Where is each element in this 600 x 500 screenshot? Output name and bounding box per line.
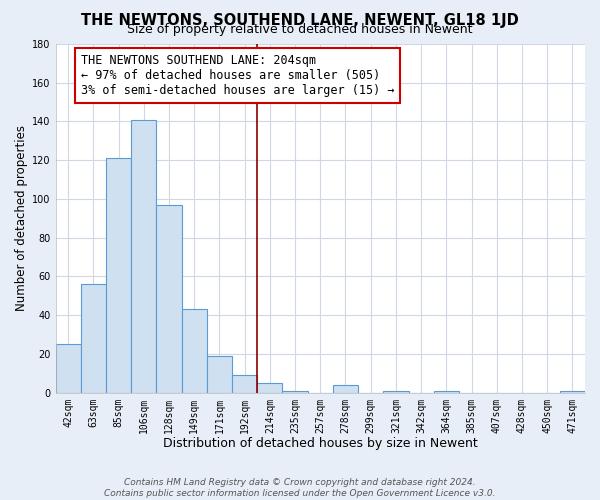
Bar: [56, 344, 81, 393]
Bar: [131, 120, 157, 392]
Text: Contains HM Land Registry data © Crown copyright and database right 2024.
Contai: Contains HM Land Registry data © Crown c…: [104, 478, 496, 498]
Bar: [207, 356, 232, 393]
Bar: [560, 391, 585, 392]
Y-axis label: Number of detached properties: Number of detached properties: [15, 126, 28, 312]
Bar: [283, 391, 308, 392]
Bar: [257, 383, 283, 392]
Bar: [383, 391, 409, 392]
Bar: [182, 310, 207, 392]
Bar: [232, 376, 257, 392]
Text: Size of property relative to detached houses in Newent: Size of property relative to detached ho…: [127, 22, 473, 36]
Bar: [81, 284, 106, 393]
Bar: [434, 391, 459, 392]
X-axis label: Distribution of detached houses by size in Newent: Distribution of detached houses by size …: [163, 437, 478, 450]
Bar: [106, 158, 131, 392]
Text: THE NEWTONS SOUTHEND LANE: 204sqm
← 97% of detached houses are smaller (505)
3% : THE NEWTONS SOUTHEND LANE: 204sqm ← 97% …: [81, 54, 394, 96]
Bar: [157, 205, 182, 392]
Text: THE NEWTONS, SOUTHEND LANE, NEWENT, GL18 1JD: THE NEWTONS, SOUTHEND LANE, NEWENT, GL18…: [81, 12, 519, 28]
Bar: [333, 385, 358, 392]
